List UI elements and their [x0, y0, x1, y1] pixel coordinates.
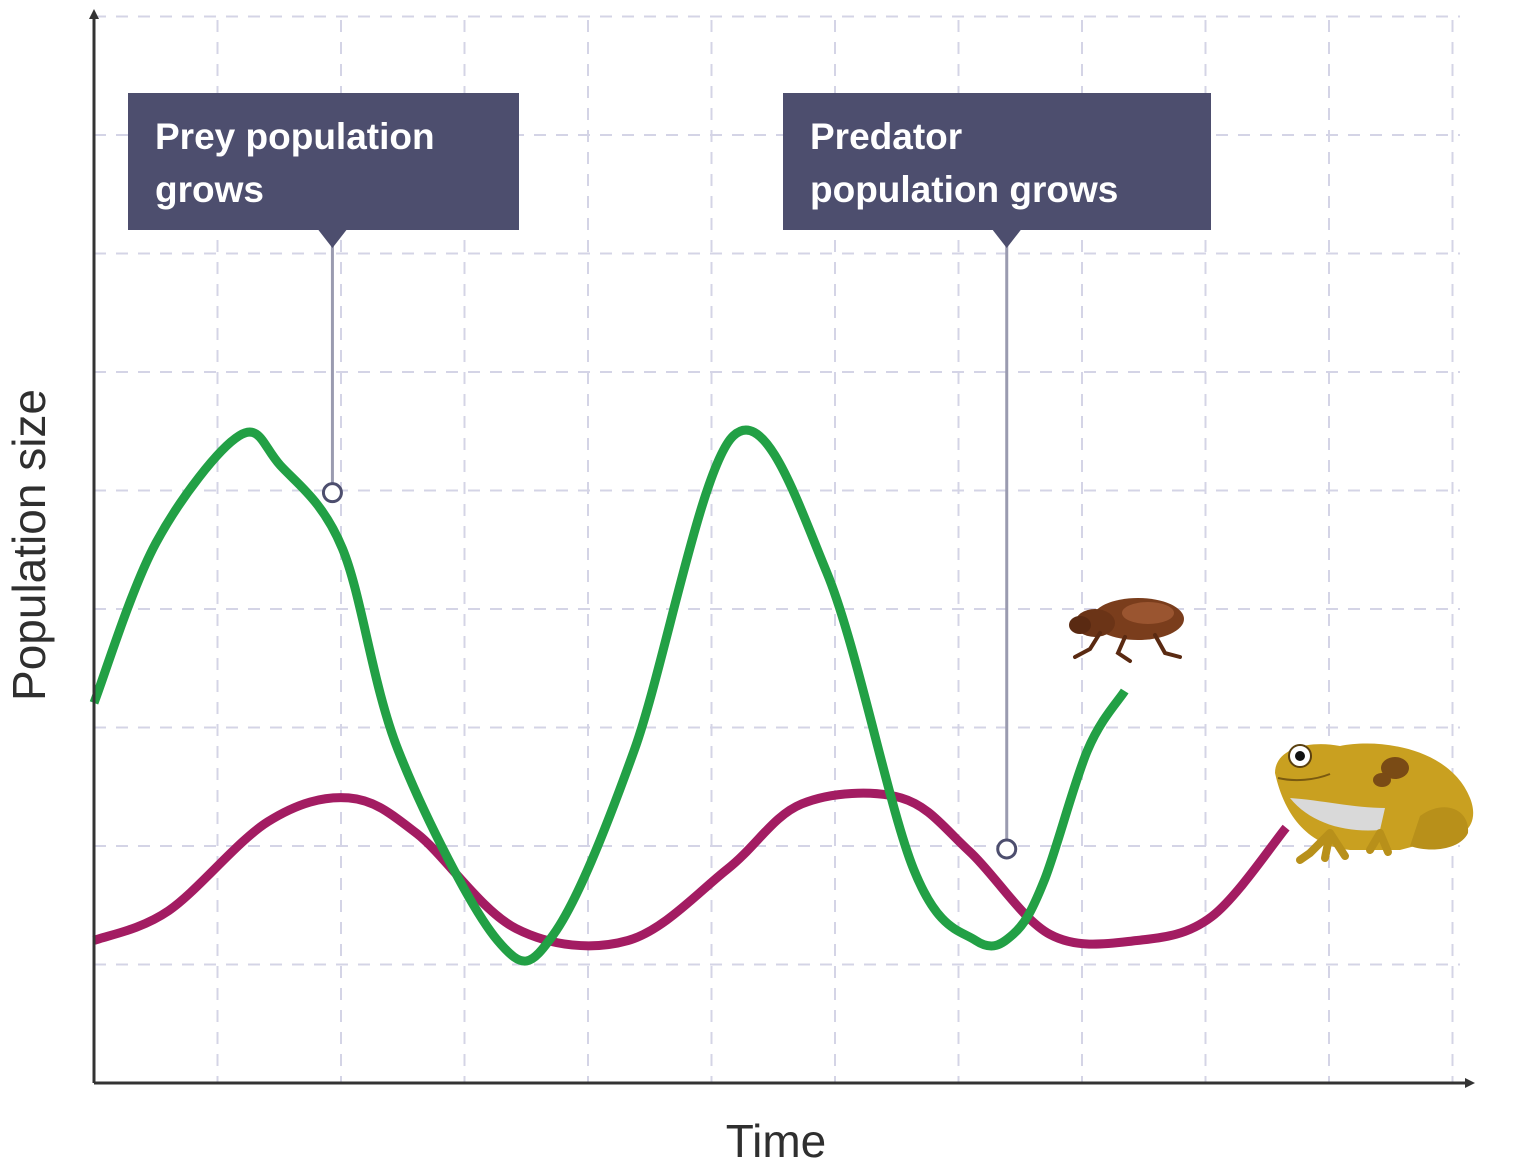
- y-axis-title: Population size: [3, 389, 55, 701]
- callout-box: [128, 93, 519, 230]
- frog-icon: [1275, 743, 1474, 864]
- callout-pointer: [318, 230, 347, 248]
- callout-text-line: Prey population: [155, 116, 435, 157]
- callout-text-line: grows: [155, 169, 264, 210]
- callout-pointer: [992, 230, 1021, 248]
- series-layer: [89, 425, 1290, 966]
- predator-series-line: [92, 788, 1290, 951]
- flea-icon: [1069, 598, 1184, 663]
- callouts: Prey population grows Predator population g…: [128, 93, 1211, 860]
- axes: [89, 9, 1475, 1088]
- callout-point-marker: [321, 482, 343, 504]
- callout-text-line: Predator: [810, 116, 962, 157]
- callout-box: [783, 93, 1211, 230]
- x-axis-title: Time: [726, 1115, 827, 1163]
- callout-point-marker: [996, 838, 1018, 860]
- callout-text-line: population grows: [810, 169, 1118, 210]
- prey-series-line: [89, 425, 1129, 966]
